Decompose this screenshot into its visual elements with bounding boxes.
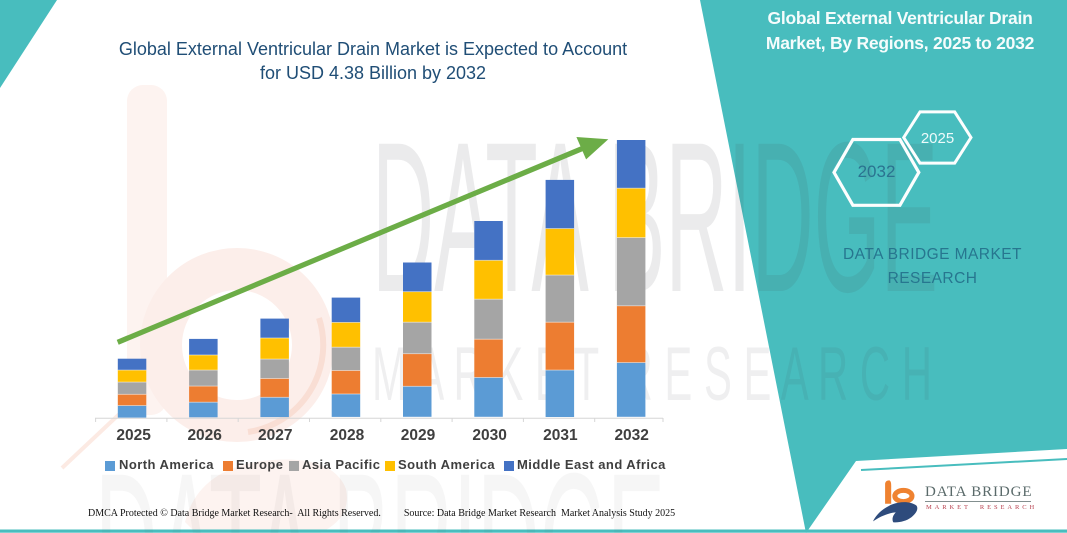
svg-text:DATA BRIDGE: DATA BRIDGE [372,98,938,337]
svg-text:M A R K E T R E S E A R C H: M A R K E T R E S E A R C H [372,332,932,417]
svg-text:DATA BRIDGE: DATA BRIDGE [95,429,665,533]
